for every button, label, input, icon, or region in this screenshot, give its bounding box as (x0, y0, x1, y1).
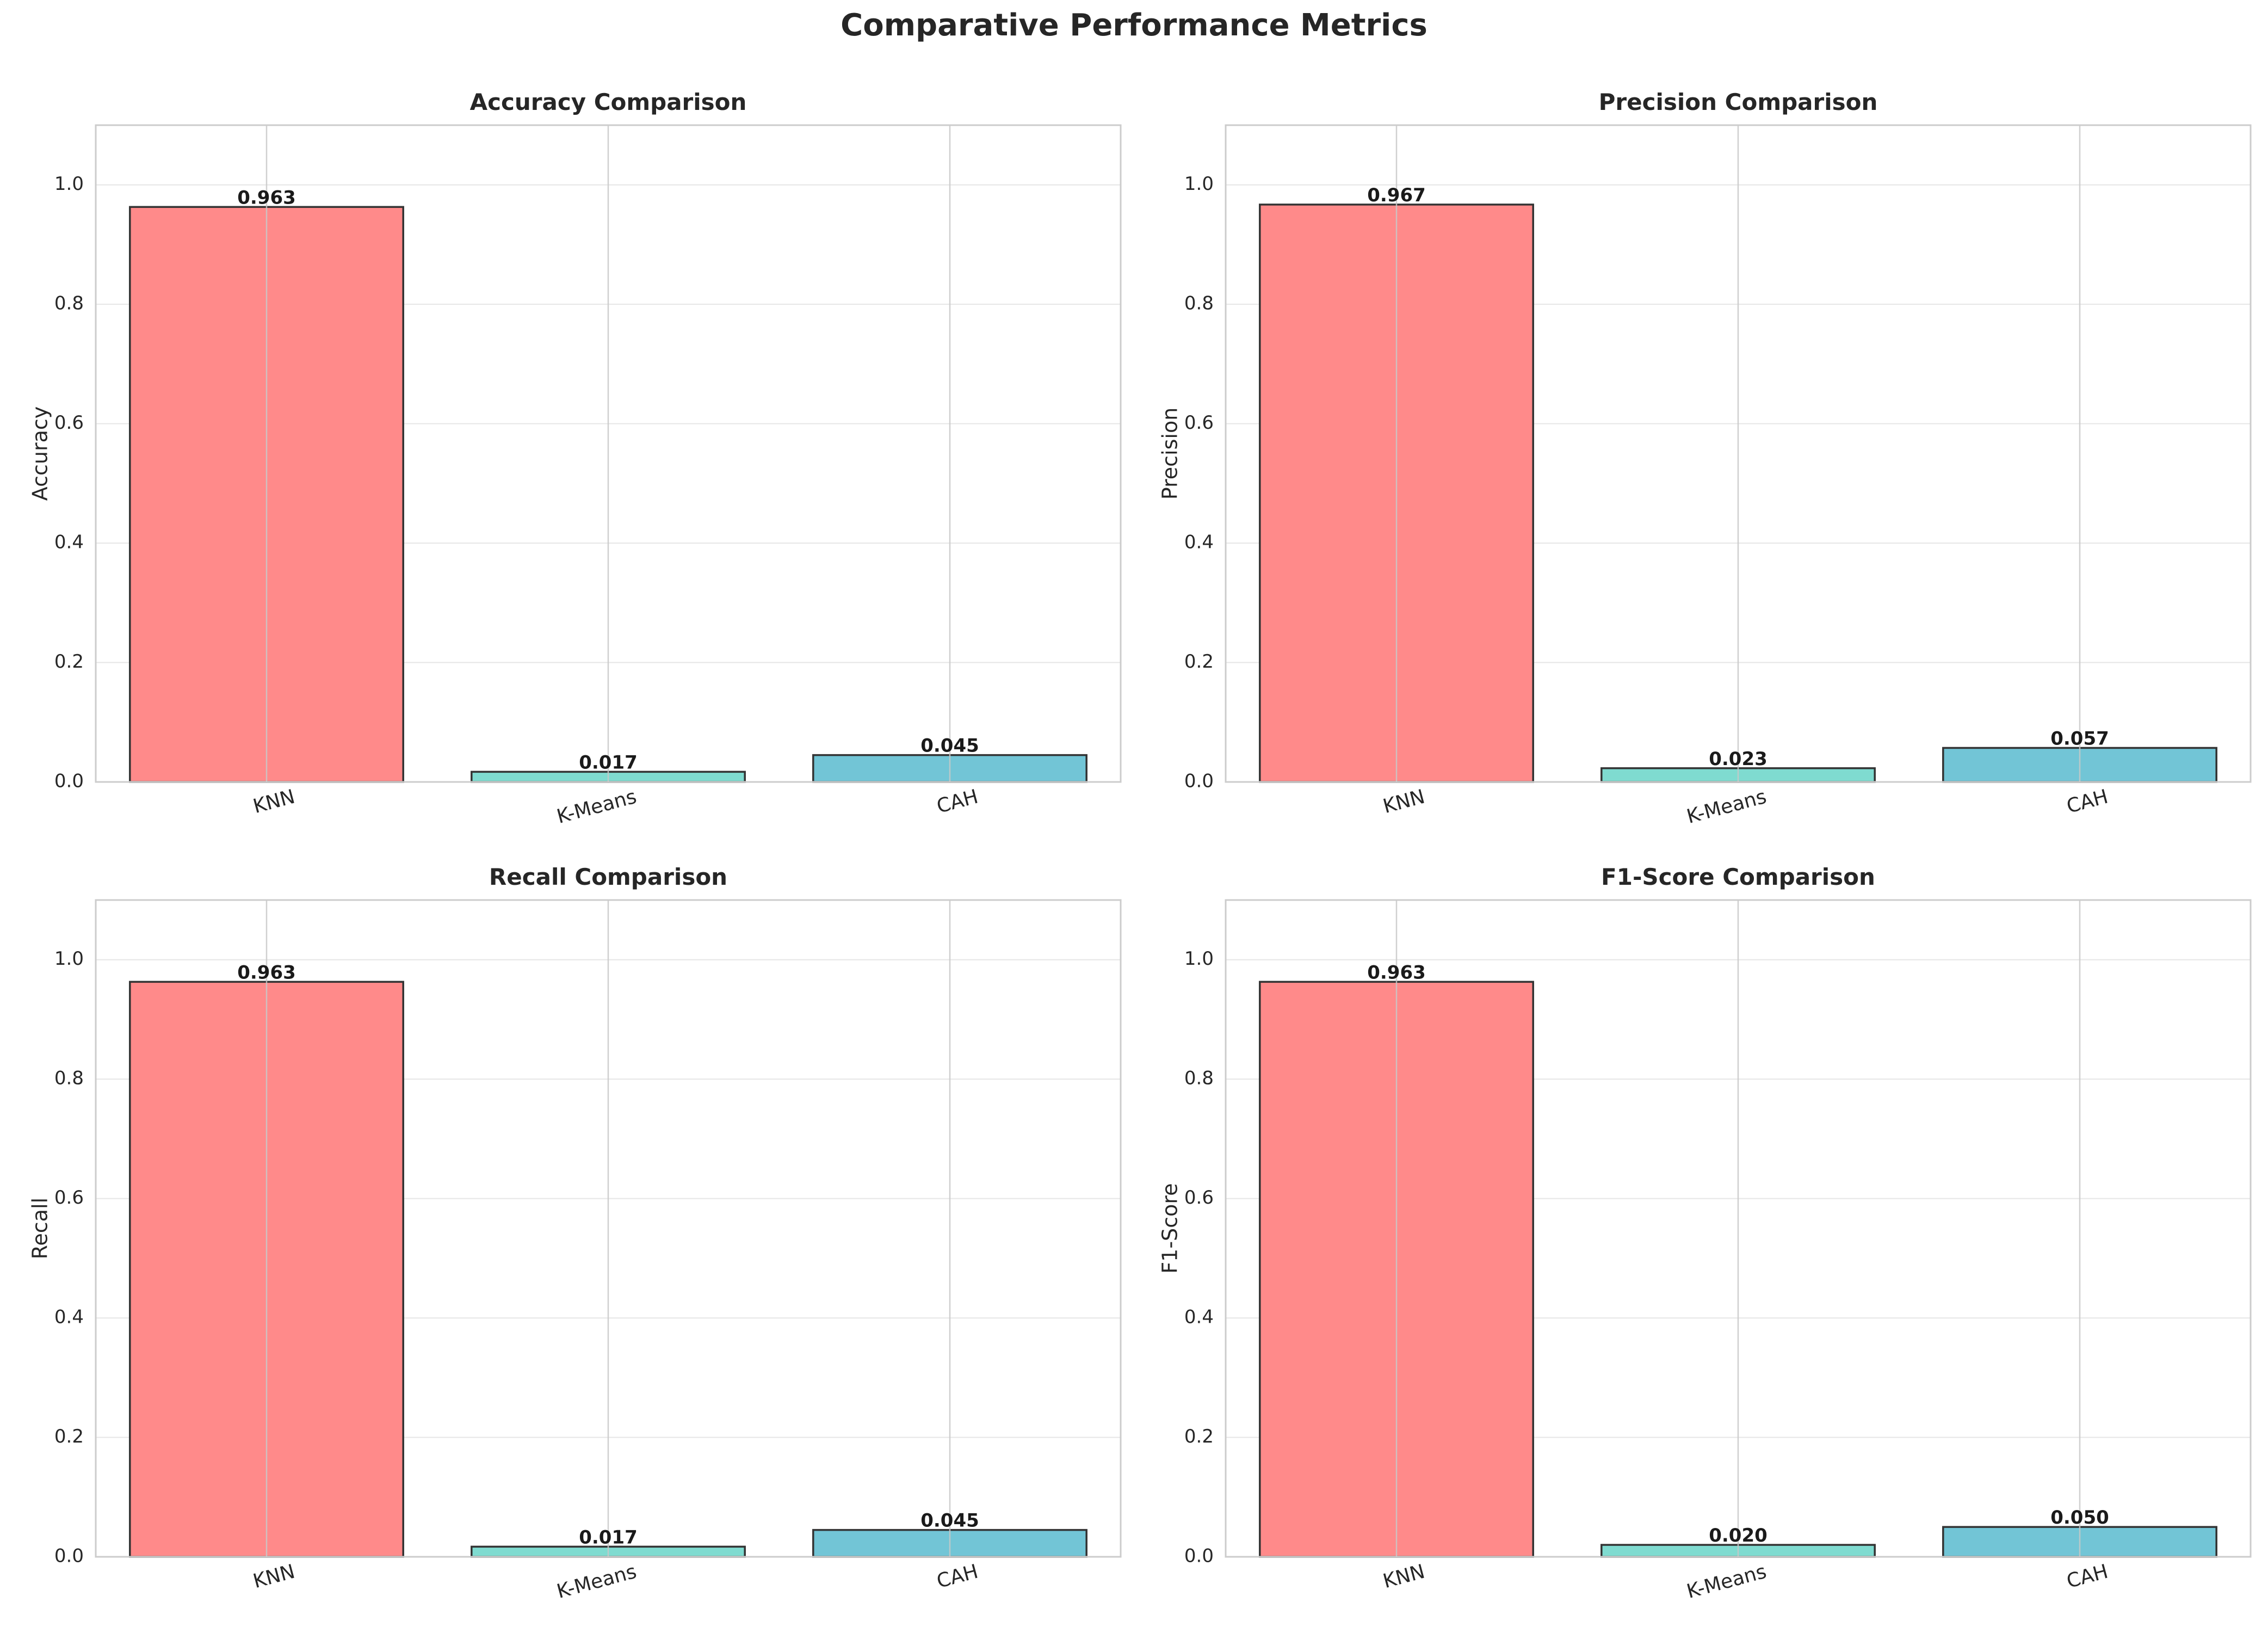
x-tick-label: KNN (1381, 1561, 1427, 1593)
y-tick-label: 0.2 (1184, 1426, 1214, 1447)
data-label: 0.963 (237, 187, 296, 208)
y-tick-label: 0.8 (54, 293, 84, 315)
axes-frame (95, 899, 1122, 1558)
x-tick-label: CAH (935, 786, 981, 818)
subplot-title: Recall Comparison (489, 864, 727, 890)
axes-frame (1225, 124, 2252, 783)
data-label: 0.020 (1709, 1525, 1768, 1546)
y-tick-label: 0.0 (54, 1545, 84, 1567)
y-tick-label: 0.8 (1184, 293, 1214, 315)
x-tick-label: CAH (2065, 786, 2111, 818)
y-tick-label: 0.0 (1184, 1545, 1214, 1567)
data-label: 0.963 (1367, 962, 1426, 983)
x-tick-label: K-Means (554, 1561, 639, 1603)
subplot-title: Accuracy Comparison (470, 89, 747, 115)
axes-frame (1225, 899, 2252, 1558)
x-tick-label: KNN (251, 1561, 297, 1593)
y-axis-label: Accuracy (28, 406, 52, 501)
f1-score-chart: 0.0 0.2 0.4 0.6 0.8 1.0 0.963 0.020 0.050 KNN K-Me… (1158, 864, 2252, 1603)
accuracy-chart: 0.0 0.2 0.4 0.6 0.8 1.0 0.963 0.017 0.045 KNN K-Me… (28, 89, 1122, 828)
y-tick-label: 1.0 (1184, 173, 1214, 195)
subplot-title: Precision Comparison (1599, 89, 1878, 115)
figure-title: Comparative Performance Metrics (841, 8, 1427, 43)
axes-frame (95, 124, 1122, 783)
data-label: 0.963 (237, 962, 296, 983)
y-tick-label: 0.4 (1184, 1307, 1214, 1328)
y-tick-label: 0.2 (54, 651, 84, 673)
x-tick-label: CAH (935, 1561, 981, 1593)
y-tick-label: 0.6 (1184, 412, 1214, 434)
y-axis-label: F1-Score (1158, 1183, 1182, 1273)
y-tick-label: 0.2 (1184, 651, 1214, 673)
y-axis-label: Precision (1158, 408, 1182, 500)
data-label: 0.045 (920, 735, 979, 757)
y-tick-label: 0.6 (54, 1187, 84, 1209)
y-tick-label: 0.8 (1184, 1068, 1214, 1089)
data-label: 0.045 (920, 1510, 979, 1532)
subplot-title: F1-Score Comparison (1601, 864, 1875, 890)
y-tick-label: 0.4 (54, 1307, 84, 1328)
y-axis-label: Recall (28, 1198, 52, 1259)
y-tick-label: 1.0 (1184, 948, 1214, 970)
x-tick-label: K-Means (554, 786, 639, 828)
data-label: 0.017 (579, 751, 638, 773)
precision-chart: 0.0 0.2 0.4 0.6 0.8 1.0 0.967 0.023 0.057 KNN K-Me… (1158, 89, 2252, 828)
y-tick-label: 0.0 (54, 771, 84, 792)
y-tick-label: 0.8 (54, 1068, 84, 1089)
y-tick-label: 0.2 (54, 1426, 84, 1447)
y-tick-label: 0.0 (1184, 771, 1214, 792)
y-tick-label: 1.0 (54, 948, 84, 970)
x-tick-label: CAH (2065, 1561, 2111, 1593)
x-tick-label: K-Means (1684, 1561, 1769, 1603)
y-tick-label: 1.0 (54, 173, 84, 195)
y-tick-label: 0.4 (54, 532, 84, 553)
data-label: 0.023 (1709, 748, 1768, 770)
x-tick-label: K-Means (1684, 786, 1769, 828)
x-tick-label: KNN (1381, 786, 1427, 818)
x-tick-label: KNN (251, 786, 297, 818)
y-tick-label: 0.6 (1184, 1187, 1214, 1209)
y-tick-label: 0.4 (1184, 532, 1214, 553)
y-tick-label: 0.6 (54, 412, 84, 434)
data-label: 0.017 (579, 1526, 638, 1548)
data-label: 0.050 (2050, 1507, 2109, 1529)
data-label: 0.967 (1367, 184, 1426, 206)
recall-chart: 0.0 0.2 0.4 0.6 0.8 1.0 0.963 0.017 0.045 KNN K-Me… (28, 864, 1122, 1603)
data-label: 0.057 (2050, 728, 2109, 749)
